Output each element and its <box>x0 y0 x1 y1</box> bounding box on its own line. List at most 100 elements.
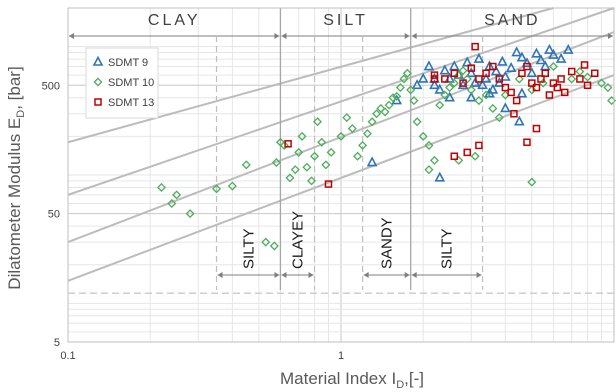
data-point-sdmt-13 <box>512 96 521 105</box>
data-point-sdmt-10 <box>167 198 177 208</box>
y-axis-label-unit: , [bar] <box>5 66 24 109</box>
data-point-sdmt-9 <box>448 60 460 71</box>
data-point-sdmt-10 <box>294 147 304 157</box>
data-point-sdmt-9 <box>531 47 542 58</box>
y-tick-label: 500 <box>42 80 60 92</box>
data-point-sdmt-10 <box>388 93 398 103</box>
data-point-sdmt-9 <box>490 65 502 76</box>
arrow-head <box>363 272 369 278</box>
data-point-sdmt-9 <box>477 79 488 90</box>
data-point-sdmt-10 <box>367 117 377 127</box>
data-point-sdmt-9 <box>465 91 477 102</box>
data-point-sdmt-10 <box>362 129 372 139</box>
y-axis-label-sub: D <box>15 110 27 118</box>
data-point-sdmt-13 <box>523 62 531 71</box>
data-point-sdmt-10 <box>302 162 312 172</box>
data-point-sdmt-10 <box>462 74 472 84</box>
arrow-head <box>476 272 482 278</box>
data-point-sdmt-10 <box>399 74 409 84</box>
data-point-sdmt-10 <box>285 173 295 183</box>
arrow-head <box>608 33 613 39</box>
arrow-head <box>404 272 410 278</box>
y-axis-label-main: Dilatometer Modulus E <box>5 118 24 290</box>
data-point-sdmt-9 <box>434 171 446 182</box>
data-point-sdmt-13 <box>507 88 515 97</box>
region-label-clay: CLAY <box>148 12 201 29</box>
data-point-sdmt-13 <box>475 141 483 150</box>
data-point-sdmt-9 <box>480 72 492 83</box>
data-point-sdmt-10 <box>429 155 440 165</box>
data-point-sdmt-10 <box>358 140 368 150</box>
data-point-sdmt-13 <box>576 75 584 83</box>
data-point-sdmt-10 <box>470 151 480 161</box>
data-point-sdmt-10 <box>321 160 331 170</box>
data-point-sdmt-9 <box>555 52 567 63</box>
data-point-sdmt-13 <box>501 83 510 92</box>
data-point-sdmt-10 <box>488 103 498 113</box>
data-point-sdmt-13 <box>545 91 554 99</box>
data-point-sdmt-10 <box>454 70 464 80</box>
legend-marker-sdmt-10 <box>93 77 103 87</box>
legend-marker-sdmt-13 <box>94 98 102 106</box>
data-point-sdmt-9 <box>444 91 455 102</box>
data-point-sdmt-13 <box>475 75 483 83</box>
data-point-sdmt-9 <box>429 79 440 90</box>
data-point-sdmt-10 <box>185 209 195 219</box>
data-point-sdmt-9 <box>521 57 533 68</box>
data-point-sdmt-13 <box>557 75 565 83</box>
data-point-sdmt-13 <box>590 69 599 78</box>
data-point-sdmt-13 <box>463 148 471 157</box>
data-point-sdmt-10 <box>317 137 327 147</box>
data-point-sdmt-10 <box>312 117 322 127</box>
sub-region-label-3: SANDY <box>379 217 396 269</box>
data-point-sdmt-10 <box>172 190 182 200</box>
sub-region-label-1: SILTY <box>240 228 257 269</box>
data-point-sdmt-10 <box>402 68 412 78</box>
y-axis-label: Dilatometer Modulus ED, [bar] <box>5 66 27 289</box>
arrow-head <box>69 33 74 39</box>
data-point-sdmt-13 <box>441 75 449 83</box>
arrow-head <box>411 272 417 278</box>
data-point-sdmt-9 <box>411 79 423 90</box>
data-point-sdmt-10 <box>279 140 289 150</box>
legend-marker-sdmt-9 <box>92 55 104 66</box>
data-point-sdmt-10 <box>458 66 468 76</box>
data-point-sdmt-9 <box>500 70 511 81</box>
data-point-sdmt-10 <box>596 78 607 88</box>
data-point-sdmt-10 <box>212 184 222 194</box>
arrow-head <box>274 272 280 278</box>
data-point-sdmt-13 <box>567 67 576 76</box>
x-axis-label-main: Material Index I <box>280 369 396 388</box>
data-point-sdmt-13 <box>580 61 589 69</box>
data-point-sdmt-9 <box>526 67 538 78</box>
data-point-sdmt-10 <box>342 113 352 123</box>
data-point-sdmt-10 <box>435 100 445 110</box>
data-point-sdmt-10 <box>409 96 419 106</box>
sub-region-label-2: CLAYEY <box>289 211 306 269</box>
data-point-sdmt-10 <box>326 147 336 157</box>
data-point-sdmt-9 <box>497 55 508 66</box>
data-point-sdmt-10 <box>372 109 382 119</box>
data-point-sdmt-9 <box>535 54 547 65</box>
reference-line-1 <box>67 74 615 282</box>
data-point-sdmt-10 <box>395 83 405 93</box>
data-point-sdmt-10 <box>261 237 271 247</box>
data-point-sdmt-10 <box>269 241 279 251</box>
data-point-sdmt-10 <box>353 151 363 161</box>
data-point-sdmt-13 <box>430 75 439 83</box>
data-point-sdmt-13 <box>532 124 541 133</box>
x-tick-label: 0.1 <box>60 350 75 362</box>
arrow-head <box>217 272 223 278</box>
arrow-head <box>274 33 280 39</box>
data-point-sdmt-13 <box>537 75 545 83</box>
data-point-sdmt-10 <box>406 85 416 95</box>
data-point-sdmt-10 <box>418 131 428 141</box>
data-point-sdmt-9 <box>434 83 446 94</box>
data-point-sdmt-9 <box>473 52 485 63</box>
data-point-sdmt-10 <box>603 83 613 93</box>
soil-regions: CLAY SILT SAND SILTY CLAYEY SANDY SILTY <box>68 8 614 294</box>
arrow-head <box>281 33 287 39</box>
data-point-sdmt-13 <box>583 81 592 90</box>
region-label-sand: SAND <box>484 12 540 29</box>
data-point-sdmt-13 <box>523 138 531 146</box>
